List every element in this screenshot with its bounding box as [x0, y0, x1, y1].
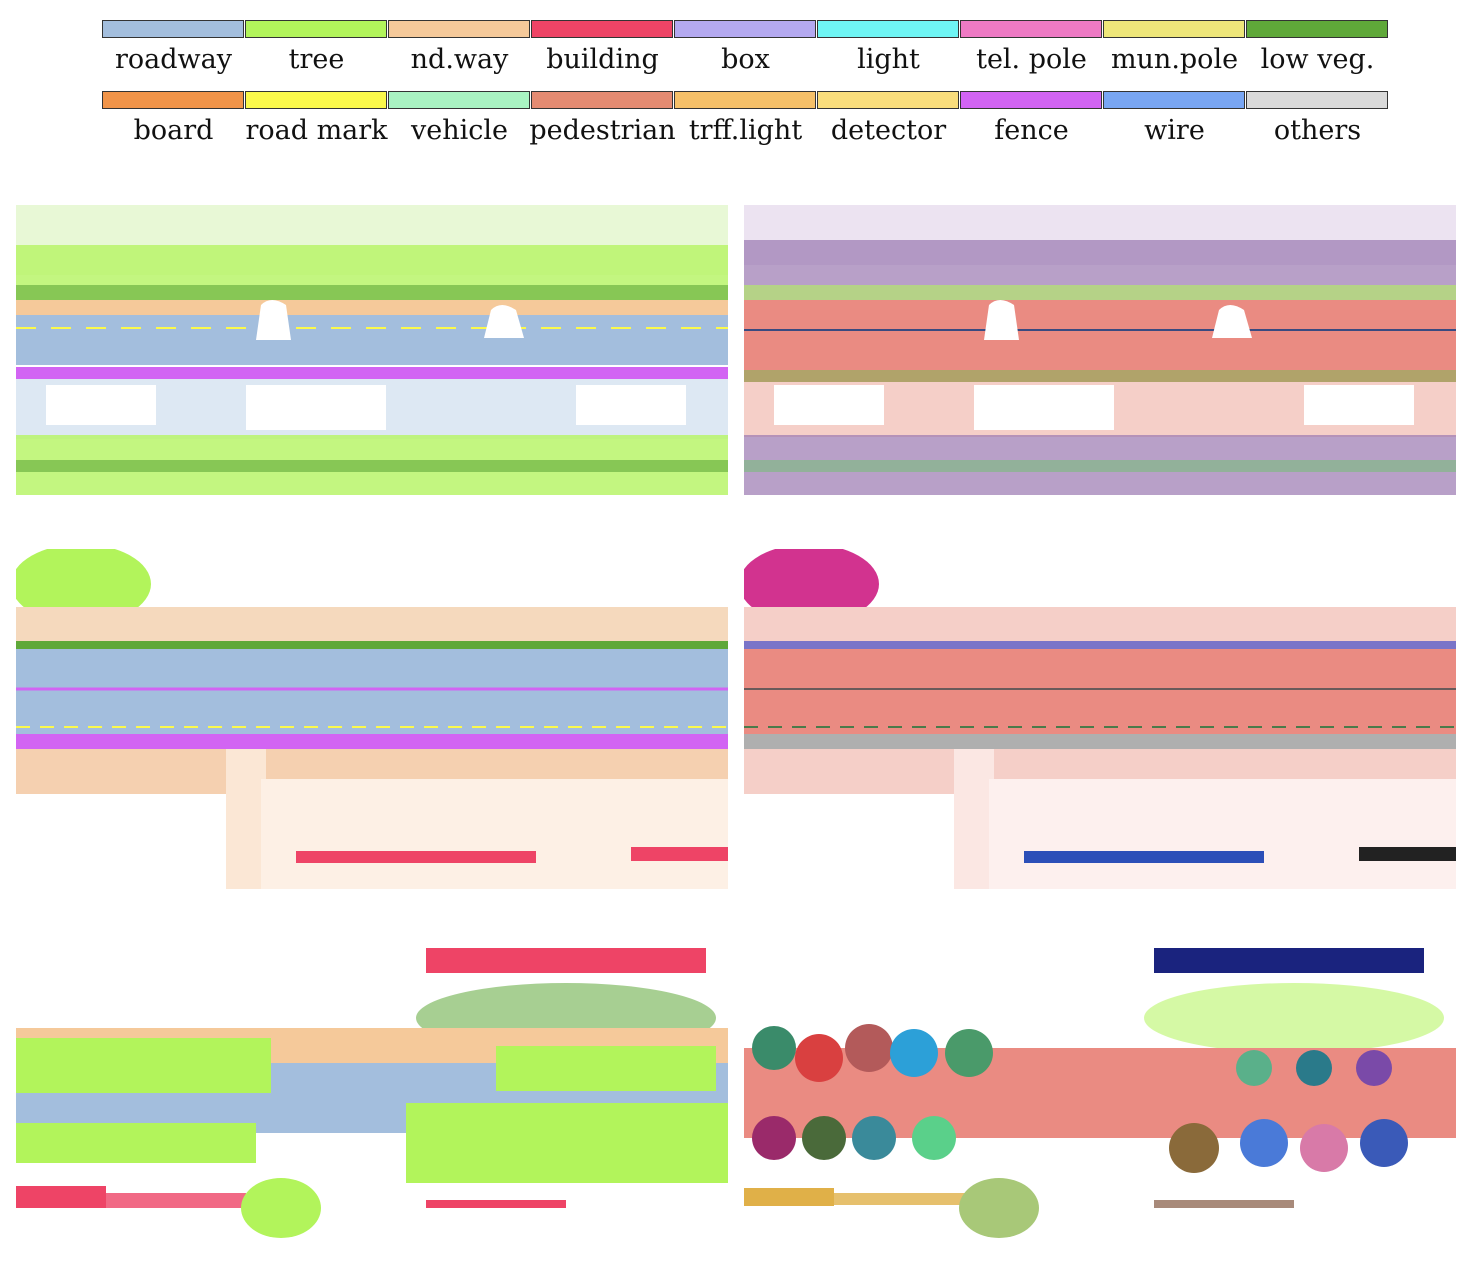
legend-swatch [1103, 20, 1245, 38]
legend-label: box [721, 44, 770, 75]
legend-label: fence [994, 115, 1069, 146]
legend-swatch [1103, 91, 1245, 109]
legend-item: nd.way [388, 20, 531, 76]
legend-label: others [1273, 115, 1362, 146]
legend-swatch [388, 91, 530, 109]
legend-swatch [102, 20, 244, 38]
point-cloud-instance-3 [744, 938, 1456, 1248]
legend-swatch [674, 20, 816, 38]
legend-swatch [960, 91, 1102, 109]
legend-swatch [388, 20, 530, 38]
legend-label: vehicle [411, 115, 508, 146]
legend-item: tel. pole [960, 20, 1103, 76]
legend-item: mun.pole [1103, 20, 1246, 76]
legend-item: box [674, 20, 817, 76]
legend-label: detector [830, 115, 947, 146]
legend-label: board [133, 115, 214, 146]
instance-segmentation-panel-1 [744, 205, 1456, 507]
legend-swatch [960, 20, 1102, 38]
point-cloud-semantic-2 [16, 549, 728, 889]
legend-item: tree [245, 20, 388, 76]
legend-label: road mark [245, 115, 388, 146]
point-cloud-semantic-3 [16, 938, 728, 1248]
legend-item: road mark [245, 91, 388, 147]
legend-label: nd.way [410, 44, 509, 75]
legend-swatch [102, 91, 244, 109]
legend-label: building [546, 44, 659, 75]
legend-swatch [531, 20, 673, 38]
legend-item: pedestrian [529, 91, 676, 147]
legend-swatch [531, 91, 673, 109]
legend-item: light [817, 20, 960, 76]
legend-item: trff.light [674, 91, 817, 147]
legend-item: vehicle [388, 91, 531, 147]
legend-label: low veg. [1260, 44, 1375, 75]
legend-item: fence [960, 91, 1103, 147]
legend-label: trff.light [688, 115, 803, 146]
point-cloud-instance-2 [744, 549, 1456, 889]
legend-item: detector [817, 91, 960, 147]
legend-label: wire [1144, 115, 1205, 146]
legend-swatch [817, 91, 959, 109]
legend-item: roadway [102, 20, 245, 76]
legend-swatch [817, 20, 959, 38]
legend-item: low veg. [1246, 20, 1389, 76]
legend-label: light [857, 44, 920, 75]
legend-swatch [245, 20, 387, 38]
point-cloud-instance-1 [744, 205, 1456, 507]
legend-swatch [674, 91, 816, 109]
instance-segmentation-panel-2 [744, 549, 1456, 889]
legend-item: others [1246, 91, 1389, 147]
legend-item: building [531, 20, 674, 76]
semantic-segmentation-panel-1 [16, 205, 728, 507]
legend-label: tel. pole [976, 44, 1087, 75]
legend-swatch [245, 91, 387, 109]
instance-segmentation-panel-3 [744, 938, 1456, 1248]
legend-label: tree [288, 44, 345, 75]
legend-label: pedestrian [529, 115, 676, 146]
legend-swatch [1246, 91, 1388, 109]
legend-item: board [102, 91, 245, 147]
semantic-segmentation-panel-2 [16, 549, 728, 889]
legend-item: wire [1103, 91, 1246, 147]
point-cloud-semantic-1 [16, 205, 728, 507]
legend-label: mun.pole [1110, 44, 1239, 75]
legend-label: roadway [114, 44, 232, 75]
legend-swatch [1246, 20, 1388, 38]
semantic-segmentation-panel-3 [16, 938, 728, 1248]
legend-row-1: roadway tree nd.way building box light t… [102, 20, 1389, 76]
legend-row-2: board road mark vehicle pedestrian trff.… [102, 91, 1389, 147]
